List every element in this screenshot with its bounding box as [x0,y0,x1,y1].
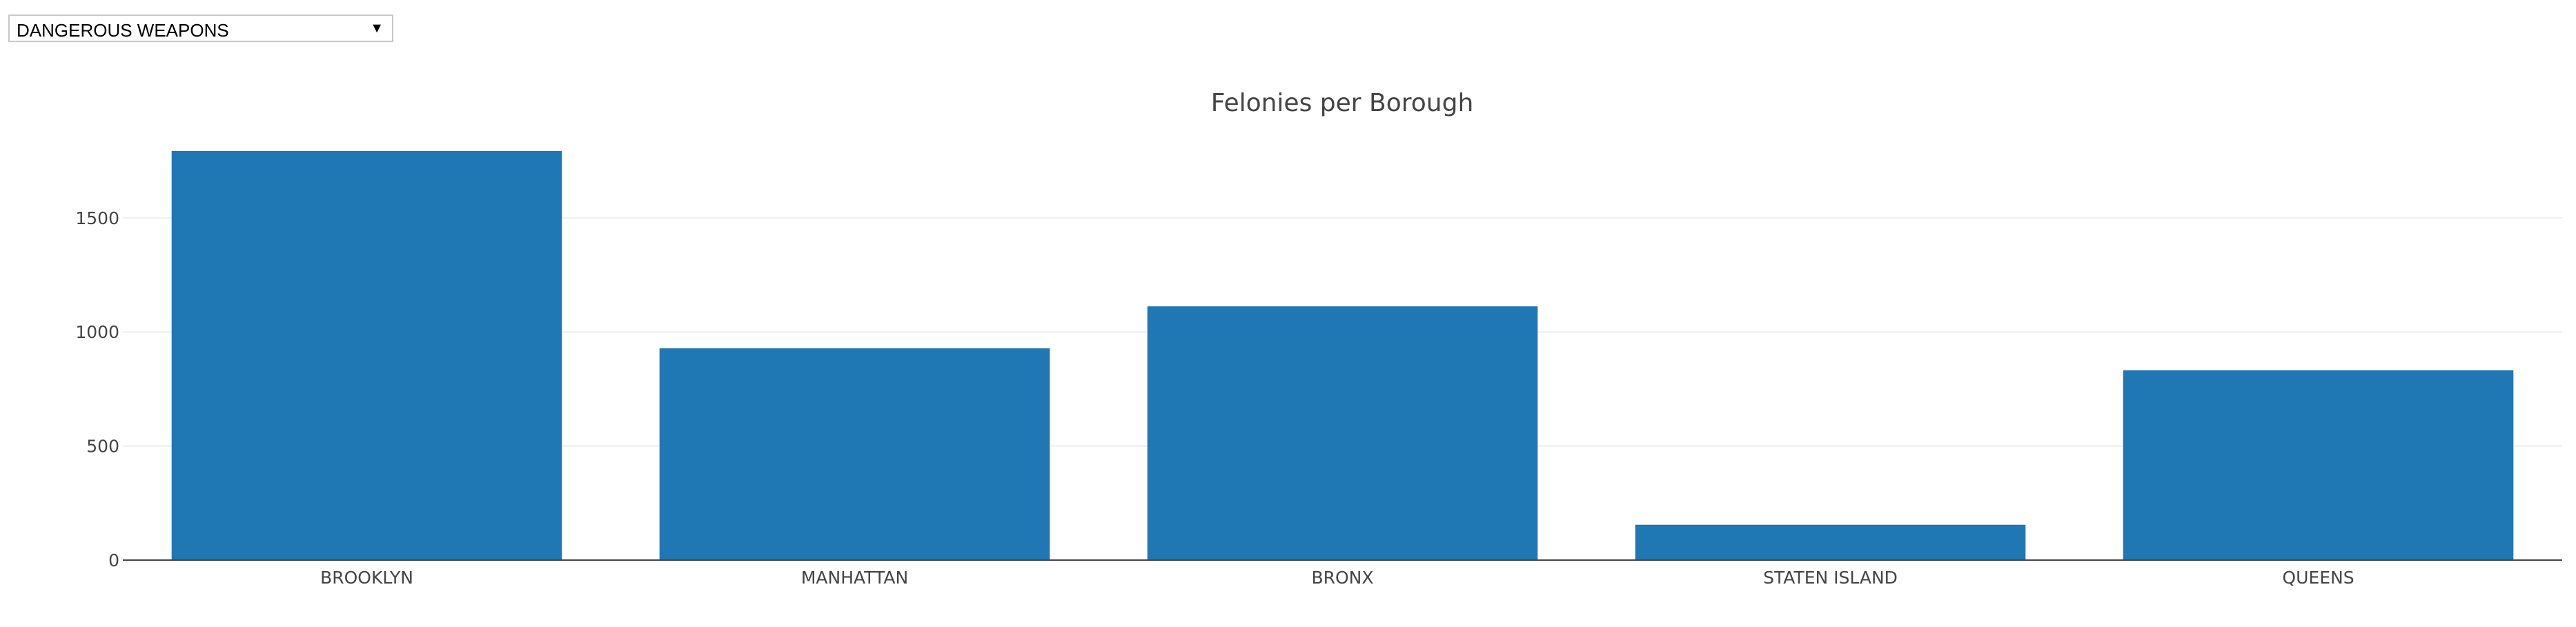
x-tick-label: BROOKLYN [320,568,413,588]
x-tick-label: BRONX [1311,568,1373,588]
y-tick-label: 1000 [75,322,119,342]
x-axis-ticks: BROOKLYN MANHATTAN BRONX STATEN ISLAND QUEEN… [320,568,2354,588]
y-tick-label: 1500 [75,208,119,228]
bar-bronx[interactable] [1147,306,1538,560]
y-tick-label: 500 [86,437,119,457]
bar-brooklyn[interactable] [171,150,562,561]
dropdown-selected-value: DANGEROUS WEAPONS [17,20,229,41]
crime-type-dropdown[interactable]: DANGEROUS WEAPONS ▼ [8,14,393,42]
bars [171,150,2514,561]
bar-manhattan[interactable] [659,348,1050,560]
bar-queens[interactable] [2123,370,2514,560]
triangle-down-icon: ▼ [370,21,384,36]
x-tick-label: MANHATTAN [801,568,908,588]
x-tick-label: QUEENS [2282,568,2354,588]
bar-staten-island[interactable] [1635,524,2026,560]
x-tick-label: STATEN ISLAND [1763,568,1898,588]
y-axis-ticks: 0 500 1000 1500 [75,208,119,570]
y-tick-label: 0 [108,550,119,570]
chart-title: Felonies per Borough [1211,89,1474,117]
